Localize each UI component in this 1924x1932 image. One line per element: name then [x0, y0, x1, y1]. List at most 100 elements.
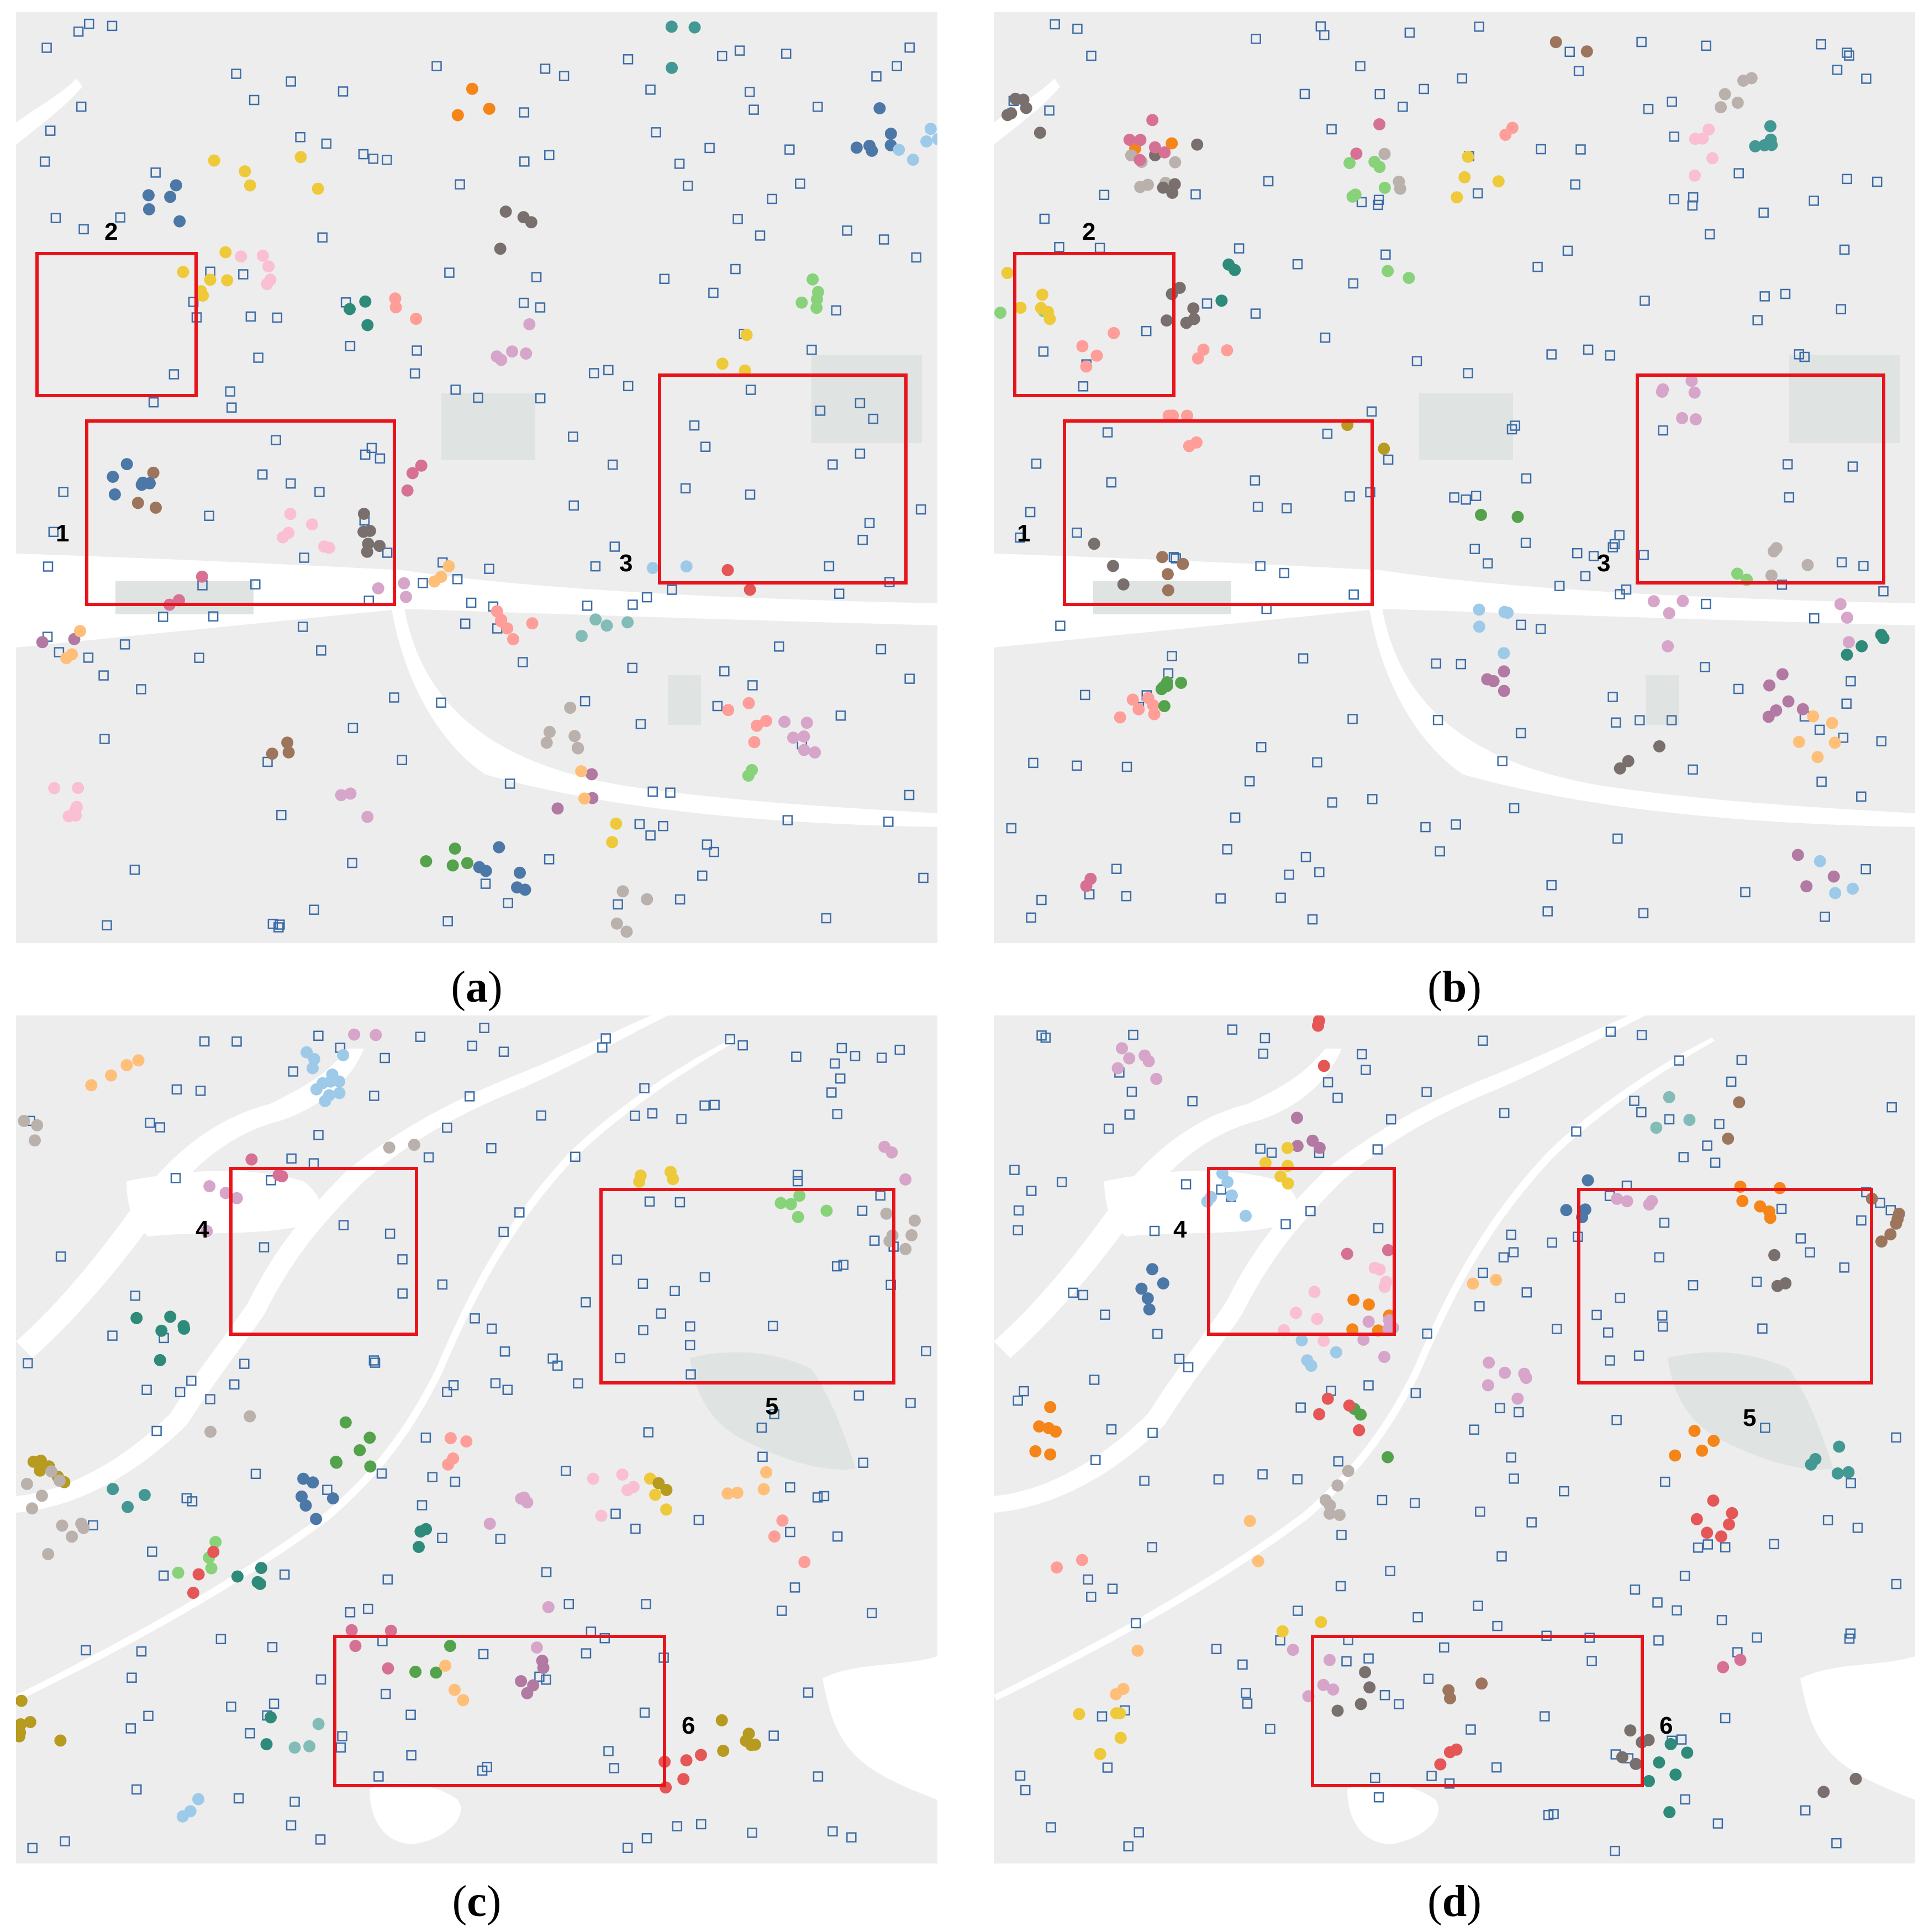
poi-marker	[644, 1196, 655, 1207]
poi-marker	[1083, 1574, 1094, 1585]
poi-marker	[693, 1514, 704, 1525]
poi-marker	[420, 1432, 431, 1443]
cluster-point	[1499, 1366, 1511, 1379]
poi-marker	[412, 345, 422, 356]
poi-marker	[659, 273, 670, 285]
cluster-point	[716, 357, 729, 370]
poi-marker	[498, 1226, 509, 1238]
poi-marker	[417, 1500, 428, 1510]
poi-marker	[1383, 454, 1394, 465]
poi-marker	[1736, 1055, 1747, 1066]
cluster-point	[694, 1749, 707, 1761]
cluster-point	[361, 810, 374, 823]
cluster-point	[1158, 146, 1171, 159]
poi-marker	[1878, 586, 1889, 597]
cluster-point	[1368, 1261, 1381, 1274]
poi-marker	[1419, 83, 1429, 94]
poi-marker	[846, 1832, 857, 1842]
cluster-point	[201, 1225, 213, 1238]
poi-marker	[615, 1352, 625, 1364]
poi-marker	[1449, 492, 1459, 503]
poi-marker	[637, 1278, 649, 1289]
cluster-point	[204, 273, 217, 286]
poi-marker	[470, 1313, 480, 1324]
poi-marker	[635, 719, 646, 729]
cluster-point	[372, 582, 384, 594]
poi-marker	[1106, 477, 1117, 488]
poi-marker	[744, 87, 755, 97]
poi-marker	[803, 1687, 814, 1698]
poi-marker	[1369, 1772, 1380, 1783]
cluster-point	[373, 540, 386, 552]
poi-marker	[518, 657, 528, 667]
cluster-point	[1749, 140, 1762, 152]
cluster-point	[664, 1166, 677, 1178]
poi-marker	[612, 1254, 623, 1265]
cluster-point	[1157, 181, 1169, 194]
poi-marker	[39, 156, 50, 167]
poi-marker	[1213, 1474, 1224, 1484]
poi-marker	[145, 1118, 155, 1128]
cluster-point	[1681, 1746, 1694, 1759]
cluster-point	[264, 273, 277, 286]
poi-marker	[60, 1836, 70, 1847]
cluster-point	[221, 274, 234, 287]
cluster-point	[757, 1483, 770, 1496]
poi-marker	[1250, 308, 1261, 319]
cluster-point	[457, 1694, 470, 1707]
caption-letter: b	[1442, 963, 1467, 1012]
box-label-2: 2	[104, 218, 118, 245]
poi-marker	[315, 1674, 326, 1685]
poi-marker	[1822, 1515, 1833, 1525]
cluster-point	[303, 1740, 316, 1752]
cluster-point	[1689, 133, 1701, 145]
poi-marker	[1643, 103, 1654, 114]
poi-marker	[1759, 291, 1770, 302]
cluster-point	[1161, 568, 1174, 581]
poi-marker	[107, 20, 118, 31]
poi-marker	[345, 1607, 356, 1618]
poi-marker	[1546, 349, 1557, 360]
cluster-point	[1702, 123, 1715, 136]
poi-marker	[1234, 243, 1245, 254]
cluster-point	[1333, 1509, 1346, 1522]
river-branch	[392, 598, 937, 827]
poi-marker	[1636, 36, 1647, 48]
poi-marker	[1078, 381, 1089, 392]
cluster-point	[1549, 36, 1562, 49]
poi-marker	[1521, 473, 1532, 484]
cluster-point	[908, 1214, 921, 1227]
cluster-point	[1800, 880, 1813, 893]
poi-marker	[1720, 1542, 1731, 1552]
cluster-point	[1669, 1768, 1682, 1781]
poi-marker	[869, 1235, 880, 1246]
cluster-point	[1191, 138, 1204, 151]
poi-marker	[1183, 1362, 1194, 1372]
cluster-point	[192, 1568, 205, 1581]
poi-marker	[1072, 23, 1083, 34]
cluster-point	[1758, 139, 1771, 151]
poi-marker	[789, 1582, 800, 1593]
poi-marker	[1769, 1539, 1779, 1550]
poi-marker	[1716, 1615, 1727, 1625]
poi-marker	[647, 1108, 658, 1119]
cluster-point	[323, 541, 335, 554]
poi-marker	[639, 1083, 650, 1093]
cluster-point	[1240, 1209, 1252, 1222]
cluster-point	[1123, 134, 1136, 146]
poi-marker	[1615, 589, 1625, 599]
poi-marker	[1536, 144, 1546, 155]
poi-marker	[581, 1297, 591, 1308]
poi-marker	[904, 789, 915, 801]
cluster-point	[244, 1410, 256, 1423]
poi-marker	[1676, 1734, 1687, 1745]
poi-marker	[1347, 714, 1358, 724]
caption-c: (c)	[366, 1877, 587, 1927]
poi-marker	[231, 1036, 242, 1047]
poi-marker	[27, 1842, 38, 1854]
cluster-point	[164, 1310, 177, 1323]
poi-marker	[498, 1046, 509, 1057]
poi-marker	[835, 1073, 846, 1084]
poi-marker	[1667, 96, 1677, 107]
cluster-point	[196, 570, 208, 583]
